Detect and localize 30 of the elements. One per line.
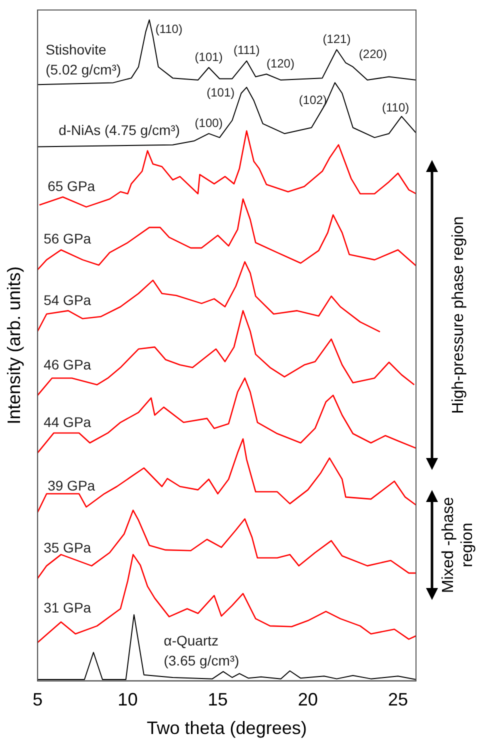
series-label: 31 GPa [44,599,92,616]
series-label: 65 GPa [48,178,96,194]
text: Mixed -phase region [439,496,477,596]
series-label: d-NiAs (4.75 g/cm³) [58,122,180,138]
series-label: 35 GPa [44,539,92,556]
annotation: (110) [382,100,410,115]
x-tick-label: 15 [208,690,228,710]
series-label: α-Quartz (3.65 g/cm³) [164,632,240,668]
series-label: 56 GPa [44,230,92,247]
annotation: (121) [322,32,351,46]
annotation: (101) [194,50,223,64]
x-tick-label: 5 [32,690,43,710]
series-label: 39 GPa [48,477,96,494]
x-tick-label: 25 [388,690,408,710]
x-axis-title: Two theta (degrees) [146,718,307,738]
series-label: 44 GPa [44,414,92,430]
annotation: (101) [206,86,235,100]
text: High-pressure phase region [448,216,468,414]
series-label: 54 GPa [44,292,92,308]
annotation: (102) [298,93,327,108]
annotation: (111) [234,43,260,58]
series-label: 46 GPa [44,356,92,372]
x-tick-label: 10 [118,690,138,710]
annotation: (100) [194,116,223,130]
y-axis-title: Intensity (arb. units) [4,266,24,424]
series-label: Stishovite (5.02 g/cm³) [46,42,122,78]
annotation: (110) [155,22,182,36]
annotation: (120) [266,56,294,70]
x-tick-label: 20 [298,690,318,710]
annotation: (220) [358,47,387,62]
